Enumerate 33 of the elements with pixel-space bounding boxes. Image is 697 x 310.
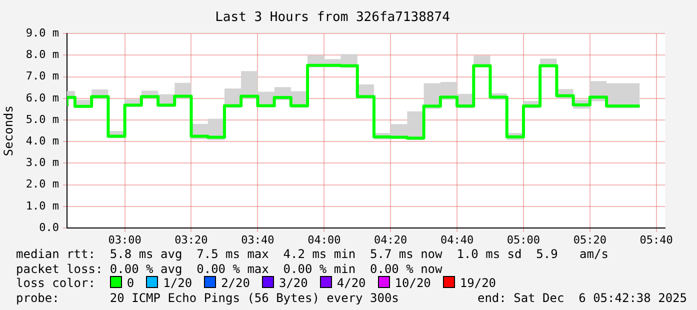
y-tick-label: 5.0 m [26, 112, 60, 126]
y-tick-label: 6.0 m [26, 91, 60, 104]
legend-title: loss color: [16, 276, 96, 290]
x-tick-label: 05:20 [573, 233, 606, 246]
x-tick-label: 03:00 [108, 233, 142, 246]
x-tick-label: 05:00 [506, 233, 540, 246]
y-axis-title: Seconds [1, 106, 16, 156]
text: end: Sat Dec 6 05:42:38 2025 [477, 290, 687, 304]
chart-title: Last 3 Hours from 326fa7138874 [215, 10, 450, 26]
legend-label: 2/20 [221, 276, 250, 290]
x-tick-label: 04:40 [440, 233, 474, 246]
legend-label: 0 [126, 276, 134, 290]
x-tick-label: 05:40 [640, 233, 673, 246]
legend-label: 1/20 [163, 276, 192, 290]
text: packet loss: 0.00 % avg 0.00 % max 0.00 % min 0.00 % now [16, 262, 444, 276]
y-tick-label: 0.0 [39, 220, 59, 234]
text: probe: 20 ICMP Echo Pings (56 Bytes) every 300s [16, 290, 399, 304]
legend-label: 19/20 [460, 276, 496, 290]
legend-label: 10/20 [394, 276, 431, 290]
x-tick-label: 03:40 [241, 233, 274, 246]
y-tick-label: 9.0 m [26, 26, 60, 40]
y-tick-label: 3.0 m [26, 156, 60, 170]
y-tick-label: 8.0 m [26, 48, 60, 62]
y-tick-label: 2.0 m [26, 178, 60, 191]
x-tick-label: 04:20 [374, 233, 408, 246]
legend-label: 3/20 [278, 276, 308, 290]
y-tick-label: 1.0 m [26, 199, 60, 212]
x-tick-label: 03:20 [174, 233, 208, 246]
text: median rtt: 5.8 ms avg 7.5 ms max 4.2 ms min 5.7 ms now 1.0 ms sd 5.9 am/s [16, 247, 610, 261]
legend-label: 4/20 [336, 276, 366, 290]
y-tick-label: 7.0 m [26, 70, 60, 83]
y-tick-label: 4.0 m [26, 134, 60, 148]
x-tick-label: 04:00 [308, 233, 341, 246]
